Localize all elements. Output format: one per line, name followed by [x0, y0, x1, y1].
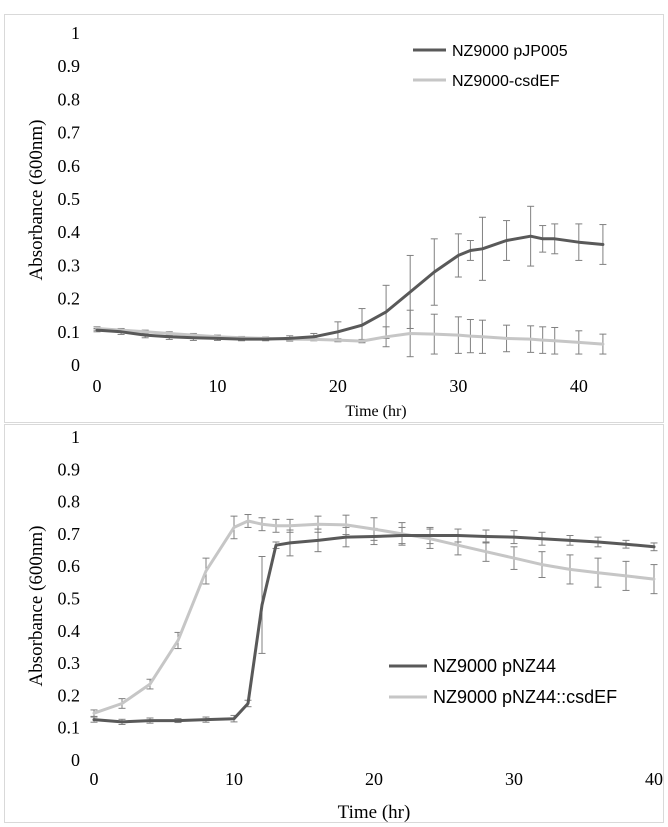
- y-tick-label: 0.1: [58, 718, 81, 738]
- legend-label: NZ9000-csdEF: [452, 73, 560, 90]
- y-tick-label: 0.5: [58, 189, 81, 209]
- y-tick-label: 1: [71, 23, 80, 43]
- x-tick-label: 0: [90, 769, 99, 789]
- x-tick-label: 10: [208, 376, 226, 396]
- x-tick-label: 40: [645, 769, 663, 789]
- series-lines: [92, 519, 656, 724]
- legend-label: NZ9000 pNZ44::csdEF: [433, 687, 617, 707]
- x-tick-labels: 0 10 20 30 40: [93, 376, 588, 396]
- y-tick-label: 0: [71, 355, 80, 375]
- y-tick-label: 0.7: [58, 524, 81, 544]
- x-tick-label: 10: [225, 769, 243, 789]
- series-line-2: [92, 519, 656, 715]
- y-tick-label: 0.4: [58, 222, 81, 242]
- x-tick-label: 0: [93, 376, 102, 396]
- y-tick-label: 0.8: [58, 492, 81, 512]
- y-tick-label: 0.9: [58, 56, 81, 76]
- x-axis-title: Time (hr): [338, 802, 411, 823]
- series-line-1: [95, 234, 605, 341]
- x-tick-label: 20: [365, 769, 383, 789]
- legend-label: NZ9000 pNZ44: [433, 656, 556, 676]
- y-tick-label: 0.7: [58, 123, 81, 143]
- y-tick-label: 0: [71, 750, 80, 770]
- x-tick-label: 40: [570, 376, 588, 396]
- y-tick-label: 0.2: [58, 289, 81, 309]
- y-tick-label: 0.6: [58, 156, 81, 176]
- y-tick-labels: 0 0.1 0.2 0.3 0.4 0.5 0.6 0.7 0.8 0.9 1: [58, 23, 81, 375]
- series-lines: [95, 234, 605, 346]
- y-tick-label: 1: [71, 427, 80, 447]
- x-tick-label: 30: [505, 769, 523, 789]
- x-axis-title: Time (hr): [345, 403, 406, 420]
- series-line-1: [92, 534, 656, 724]
- y-tick-label: 0.3: [58, 255, 81, 275]
- x-tick-label: 20: [329, 376, 347, 396]
- panel-border: [4, 14, 664, 423]
- chart-panel-bottom: Absorbance (600nm) Time (hr) 00.10.20.30…: [4, 424, 664, 823]
- x-tick-label: 30: [449, 376, 467, 396]
- y-tick-labels: 0 0.1 0.2 0.3 0.4 0.5 0.6 0.7 0.8 0.9 1: [58, 427, 81, 770]
- legend-label: NZ9000 pJP005: [452, 43, 568, 60]
- y-axis-title: Absorbance (600nm): [26, 120, 47, 281]
- panel-border: [4, 424, 664, 823]
- legend: NZ9000 pJP005 NZ9000-csdEF: [413, 43, 568, 90]
- y-tick-label: 0.2: [58, 685, 81, 705]
- y-tick-label: 0.6: [58, 556, 81, 576]
- y-tick-label: 0.9: [58, 459, 81, 479]
- y-tick-label: 0.3: [58, 653, 81, 673]
- y-tick-label: 0.1: [58, 322, 81, 342]
- y-axis-title: Absorbance (600nm): [26, 526, 47, 687]
- y-tick-label: 0.5: [58, 589, 81, 609]
- y-tick-label: 0.8: [58, 89, 81, 109]
- y-tick-label: 0.4: [58, 621, 81, 641]
- x-tick-labels: 0 10 20 30 40: [90, 769, 664, 789]
- series-line-2: [95, 327, 605, 346]
- chart-panel-top: Absorbance (600nm) Time (hr) 00.10.20.30…: [4, 14, 664, 423]
